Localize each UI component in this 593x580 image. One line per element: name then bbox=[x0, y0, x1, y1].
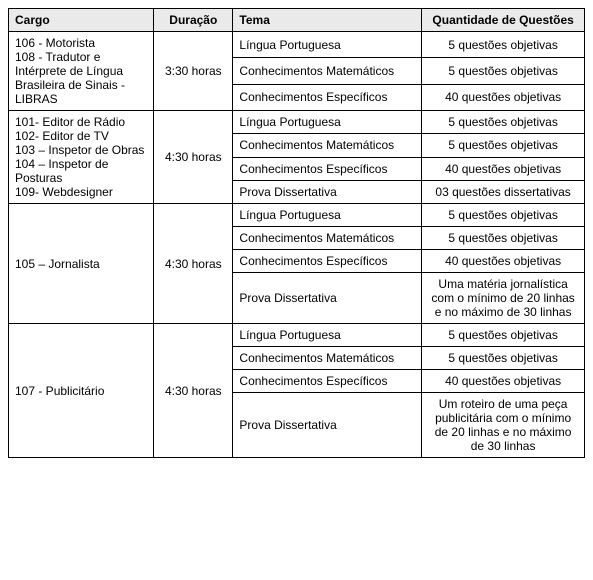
cell-cargo: 107 - Publicitário bbox=[9, 324, 154, 458]
cell-tema: Conhecimentos Matemáticos bbox=[233, 347, 422, 370]
cell-quant: 5 questões objetivas bbox=[422, 227, 585, 250]
table-row: 105 – Jornalista4:30 horasLíngua Portugu… bbox=[9, 204, 585, 227]
cell-quant: Uma matéria jornalística com o mínimo de… bbox=[422, 273, 585, 324]
header-tema: Tema bbox=[233, 9, 422, 32]
cell-tema: Conhecimentos Específicos bbox=[233, 370, 422, 393]
cell-duracao: 4:30 horas bbox=[154, 111, 233, 204]
cell-tema: Língua Portuguesa bbox=[233, 111, 422, 134]
cell-quant: 40 questões objetivas bbox=[422, 370, 585, 393]
cell-quant: 40 questões objetivas bbox=[422, 84, 585, 110]
header-cargo: Cargo bbox=[9, 9, 154, 32]
cell-quant: 03 questões dissertativas bbox=[422, 180, 585, 203]
cell-tema: Prova Dissertativa bbox=[233, 180, 422, 203]
cell-quant: 5 questões objetivas bbox=[422, 134, 585, 157]
table-row: 101- Editor de Rádio 102- Editor de TV 1… bbox=[9, 111, 585, 134]
cell-quant: 5 questões objetivas bbox=[422, 58, 585, 84]
cell-quant: 40 questões objetivas bbox=[422, 250, 585, 273]
cell-tema: Língua Portuguesa bbox=[233, 204, 422, 227]
cell-quant: 5 questões objetivas bbox=[422, 111, 585, 134]
exam-structure-table: Cargo Duração Tema Quantidade de Questõe… bbox=[8, 8, 585, 458]
cell-quant: 5 questões objetivas bbox=[422, 32, 585, 58]
cell-duracao: 3:30 horas bbox=[154, 32, 233, 111]
cell-duracao: 4:30 horas bbox=[154, 204, 233, 324]
cell-quant: Um roteiro de uma peça publicitária com … bbox=[422, 393, 585, 458]
cell-tema: Conhecimentos Específicos bbox=[233, 157, 422, 180]
cell-cargo: 106 - Motorista 108 - Tradutor e Intérpr… bbox=[9, 32, 154, 111]
cell-cargo: 101- Editor de Rádio 102- Editor de TV 1… bbox=[9, 111, 154, 204]
header-quant: Quantidade de Questões bbox=[422, 9, 585, 32]
table-row: 106 - Motorista 108 - Tradutor e Intérpr… bbox=[9, 32, 585, 58]
cell-tema: Conhecimentos Matemáticos bbox=[233, 227, 422, 250]
cell-quant: 5 questões objetivas bbox=[422, 204, 585, 227]
cell-tema: Prova Dissertativa bbox=[233, 273, 422, 324]
header-duracao: Duração bbox=[154, 9, 233, 32]
cell-quant: 5 questões objetivas bbox=[422, 347, 585, 370]
cell-quant: 40 questões objetivas bbox=[422, 157, 585, 180]
cell-tema: Prova Dissertativa bbox=[233, 393, 422, 458]
cell-tema: Conhecimentos Matemáticos bbox=[233, 58, 422, 84]
table-header-row: Cargo Duração Tema Quantidade de Questõe… bbox=[9, 9, 585, 32]
cell-tema: Conhecimentos Específicos bbox=[233, 250, 422, 273]
cell-cargo: 105 – Jornalista bbox=[9, 204, 154, 324]
cell-tema: Conhecimentos Matemáticos bbox=[233, 134, 422, 157]
cell-tema: Língua Portuguesa bbox=[233, 32, 422, 58]
cell-tema: Língua Portuguesa bbox=[233, 324, 422, 347]
cell-duracao: 4:30 horas bbox=[154, 324, 233, 458]
table-row: 107 - Publicitário4:30 horasLíngua Portu… bbox=[9, 324, 585, 347]
cell-quant: 5 questões objetivas bbox=[422, 324, 585, 347]
cell-tema: Conhecimentos Específicos bbox=[233, 84, 422, 110]
